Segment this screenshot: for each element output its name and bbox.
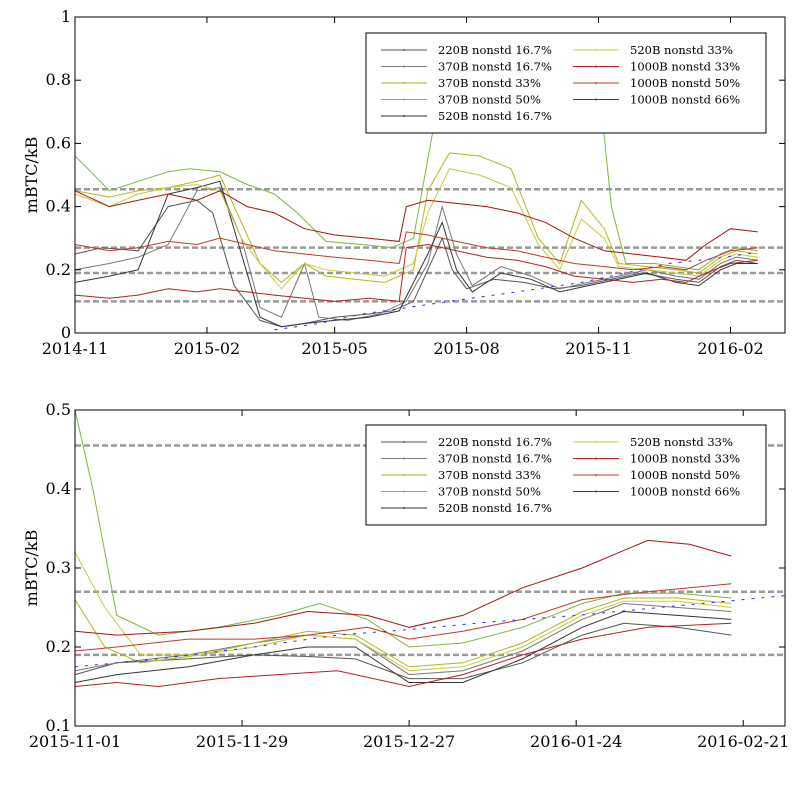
series-line-7	[74, 622, 732, 688]
legend-marker	[403, 49, 405, 51]
legend-label: 1000B nonstd 66%	[630, 93, 740, 107]
series-line-8	[74, 583, 732, 652]
legend-label: 370B nonstd 33%	[438, 468, 541, 482]
x-tick-label: 2014-11	[42, 339, 108, 358]
y-tick-label: 0.4	[46, 197, 71, 216]
series-line-3	[74, 152, 758, 284]
x-tick-label: 2015-11	[565, 339, 631, 358]
series-line-6	[74, 551, 732, 672]
legend-label: 520B nonstd 16.7%	[438, 501, 552, 515]
legend: 220B nonstd 16.7% 370B nonstd 16.7% 370B n…	[365, 32, 767, 134]
y-tick-label: 0.3	[46, 558, 71, 577]
legend-label: 520B nonstd 33%	[630, 435, 733, 449]
legend-label: 370B nonstd 33%	[438, 76, 541, 90]
x-tick-label: 2016-02	[697, 339, 763, 358]
legend-marker	[403, 474, 405, 476]
legend-label: 520B nonstd 33%	[630, 43, 733, 57]
x-tick-label: 2015-02	[174, 339, 240, 358]
legend-label: 1000B nonstd 50%	[630, 468, 740, 482]
legend-label: 370B nonstd 16.7%	[438, 452, 552, 466]
y-tick-label: 0.1	[46, 716, 71, 735]
x-tick-label: 2016-01-24	[530, 732, 622, 751]
y-tick-label: 0.5	[46, 400, 71, 419]
legend-box	[365, 32, 767, 134]
y-tick-label: 0.2	[46, 637, 71, 656]
legend-marker	[595, 474, 597, 476]
legend-marker	[595, 441, 597, 443]
y-tick-label: 0.4	[46, 479, 71, 498]
legend-marker	[403, 507, 405, 509]
x-tick-label: 2015-11-01	[29, 732, 121, 751]
legend-label: 1000B nonstd 50%	[630, 76, 740, 90]
legend-marker	[595, 82, 597, 84]
y-axis-label: mBTC/kB	[22, 530, 41, 607]
series-line-10	[274, 251, 758, 331]
y-tick-label: 0	[61, 323, 71, 342]
legend-label: 1000B nonstd 33%	[630, 60, 740, 74]
chart-1: 0 0.2 0.4 0.6 0.8 1 2014-11 2015-02 2015-05 2015-…	[22, 7, 786, 358]
y-tick-label: 0.6	[46, 133, 71, 152]
series-line-10	[74, 595, 786, 668]
series-line-2	[74, 602, 732, 676]
series-line-9	[74, 190, 758, 261]
series-line-7	[74, 243, 758, 302]
series-line-6	[74, 168, 758, 290]
legend-label: 370B nonstd 50%	[438, 93, 541, 107]
legend-label: 370B nonstd 50%	[438, 485, 541, 499]
plot-frame	[74, 16, 786, 334]
series-line-1	[74, 622, 732, 680]
legend-marker	[595, 98, 597, 101]
legend-marker	[403, 98, 405, 101]
series-line-5	[74, 610, 732, 683]
legend-marker	[403, 441, 405, 443]
legend-marker	[595, 65, 597, 68]
series-line-3	[74, 597, 732, 668]
legend-marker	[595, 490, 597, 493]
legend-box	[365, 424, 767, 526]
legend-label: 220B nonstd 16.7%	[438, 435, 552, 449]
legend-marker	[403, 490, 405, 493]
legend-marker	[595, 457, 597, 460]
y-axis-label: mBTC/kB	[22, 137, 41, 214]
legend-marker	[595, 49, 597, 51]
x-tick-label: 2016-02-21	[697, 732, 789, 751]
y-tick-label: 0.8	[46, 70, 71, 89]
legend-label: 1000B nonstd 33%	[630, 452, 740, 466]
y-tick-label: 1	[61, 7, 71, 26]
legend-marker	[403, 115, 405, 117]
legend-marker	[403, 457, 405, 460]
y-tick-label: 0.2	[46, 260, 71, 279]
x-tick-label: 2015-12-27	[363, 732, 455, 751]
x-tick-label: 2015-05	[301, 339, 367, 358]
legend: 220B nonstd 16.7% 370B nonstd 16.7% 370B n…	[365, 424, 767, 526]
legend-label: 1000B nonstd 66%	[630, 485, 740, 499]
legend-label: 520B nonstd 16.7%	[438, 109, 552, 123]
chart-2: 0.1 0.2 0.3 0.4 0.5 2015-11-01 2015-11-29 2015-…	[22, 400, 789, 751]
x-tick-label: 2015-11-29	[196, 732, 288, 751]
series-line-9	[74, 539, 732, 636]
legend-label: 370B nonstd 16.7%	[438, 60, 552, 74]
x-tick-label: 2015-08	[433, 339, 499, 358]
series-line-5	[74, 180, 758, 328]
series-line-8	[74, 231, 758, 271]
legend-marker	[403, 82, 405, 84]
legend-marker	[403, 65, 405, 68]
legend-label: 220B nonstd 16.7%	[438, 43, 552, 57]
